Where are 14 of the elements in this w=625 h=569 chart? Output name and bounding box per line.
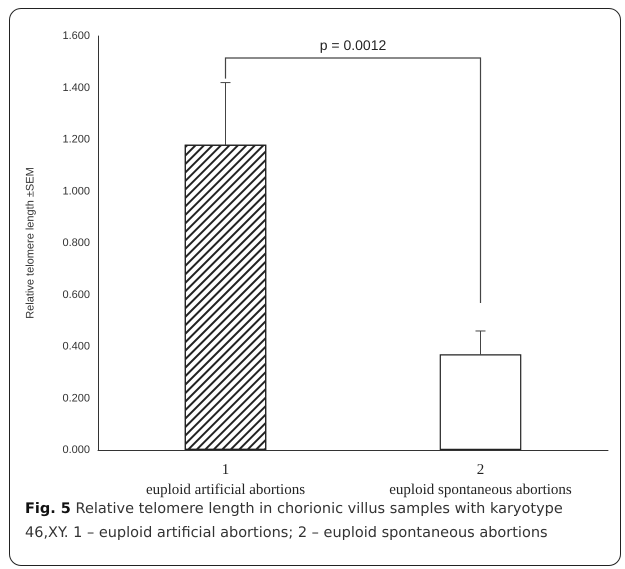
y-tick-label: 0.800 — [62, 237, 90, 249]
x-tick-label: 2 euploid spontaneous abortions — [389, 462, 572, 498]
y-tick-label: 0.600 — [62, 288, 90, 301]
y-tick-label: 0.000 — [62, 444, 90, 456]
y-tick-label: 1.400 — [62, 82, 90, 94]
annotation: p = 0.0012 — [320, 37, 386, 53]
y-axis-title: Relative telomere length ±SEM — [24, 167, 36, 319]
x-tick-label: 1 euploid artificial abortions — [146, 462, 306, 498]
y-tick-label: 1.000 — [62, 185, 90, 198]
caption: Fig. 5 — [25, 501, 71, 517]
y-tick-label: 1.600 — [62, 30, 90, 42]
y-tick-label: 1.200 — [62, 134, 90, 146]
y-tick-label: 0.400 — [62, 340, 90, 352]
y-tick-label: 0.200 — [62, 392, 90, 404]
